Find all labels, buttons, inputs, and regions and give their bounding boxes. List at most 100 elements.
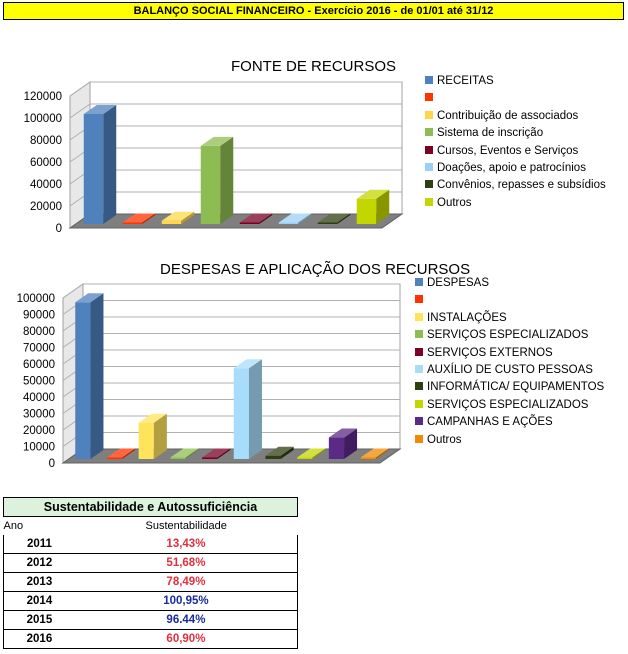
y-tick-label: 60000	[30, 157, 62, 169]
legend-label: SERVIÇOS ESPECIALIZADOS	[427, 329, 589, 342]
bar	[83, 105, 117, 224]
legend-item: SERVIÇOS EXTERNOS	[415, 346, 553, 360]
y-tick-label: 40000	[23, 392, 55, 404]
legend-swatch	[425, 110, 433, 119]
legend-swatch	[415, 347, 423, 356]
sustainability-cell: 51,68%	[74, 553, 298, 573]
legend-swatch	[415, 278, 423, 286]
table-row: 2013 78,49%	[2, 572, 298, 592]
y-tick-label: 20000	[23, 425, 55, 437]
legend-item: Convênios, repasses e subsídios	[425, 178, 606, 192]
legend-item: INFORMÁTICA/ EQUIPAMENTOS	[415, 380, 604, 394]
bar	[170, 448, 199, 459]
bar	[278, 213, 312, 224]
legend-swatch	[415, 382, 423, 391]
bar	[356, 189, 390, 224]
y-tick-label: 0	[56, 223, 62, 235]
legend-label: CAMPANHAS E AÇÕES	[427, 416, 553, 429]
bar	[239, 213, 273, 224]
legend-swatch	[425, 163, 433, 171]
legend-label: Outros	[427, 433, 462, 446]
legend-item: SERVIÇOS ESPECIALIZADOS	[415, 328, 588, 342]
sustainability-cell: 60,90%	[74, 629, 298, 649]
table-row: 2014 100,95%	[2, 591, 298, 611]
y-tick-label: 90000	[23, 310, 55, 322]
bar	[161, 211, 195, 224]
legend-label: Outros	[437, 196, 472, 209]
bar	[265, 446, 294, 459]
legend-label: Convênios, repasses e subsídios	[437, 179, 606, 192]
legend-swatch	[415, 434, 423, 443]
y-tick-label: 0	[49, 458, 55, 470]
legend-swatch	[425, 197, 433, 206]
legend-label: SERVIÇOS ESPECIALIZADOS	[427, 398, 589, 411]
legend-swatch	[425, 145, 433, 154]
legend-label: DESPESAS	[427, 277, 489, 289]
legend-swatch	[415, 417, 423, 426]
legend-label: INSTALAÇÕES	[427, 311, 507, 324]
y-tick-label: 100000	[24, 113, 62, 125]
y-tick-label: 10000	[23, 442, 55, 454]
legend-label: RECEITAS	[437, 75, 494, 87]
legend-item: Doações, apoio e patrocínios	[425, 161, 586, 175]
sustainability-cell: 78,49%	[74, 572, 298, 592]
legend-label: Contribuição de associados	[437, 109, 579, 122]
legend-item: SERVIÇOS ESPECIALIZADOS	[415, 398, 588, 412]
y-tick-label: 80000	[23, 326, 55, 338]
legend-swatch	[415, 330, 423, 339]
chart1-title: FONTE DE RECURSOS	[231, 58, 397, 75]
bar	[200, 136, 234, 224]
legend-swatch	[415, 399, 423, 408]
chart2-title: DESPESAS E APLICAÇÃO DOS RECURSOS	[160, 261, 471, 278]
col-header-year: Ano	[3, 520, 24, 532]
legend-item: Outros	[425, 196, 472, 210]
y-tick-label: 50000	[23, 376, 55, 388]
bar	[233, 359, 262, 459]
col-header-sustainability: Sustentabilidade	[145, 520, 227, 532]
despesas-chart: 0 10000 20000 30000 40000 50000 60000 70000 8000…	[17, 283, 402, 470]
bar	[297, 448, 326, 459]
year-cell: 2011	[2, 535, 75, 554]
legend-item: Outros	[415, 433, 462, 447]
sustainability-cell: 100,95%	[74, 591, 298, 611]
y-tick-label: 20000	[30, 201, 62, 213]
legend-item: Sistema de inscrição	[425, 126, 543, 140]
y-tick-label: 100000	[17, 293, 55, 305]
legend-swatch	[425, 180, 433, 189]
table-row: 2011 13,43%	[2, 535, 298, 554]
bar	[360, 448, 389, 459]
bar	[106, 448, 136, 459]
year-cell: 2012	[2, 553, 75, 573]
sustainability-cell: 96.44%	[74, 610, 298, 630]
table-row: 2012 51,68%	[2, 553, 298, 573]
bar	[75, 293, 104, 459]
legend-item	[415, 293, 427, 307]
sustainability-cell: 13,43%	[74, 535, 298, 554]
legend-label: AUXÍLIO DE CUSTO PESSOAS	[427, 364, 593, 376]
legend-swatch	[425, 128, 433, 137]
legend-item: Cursos, Eventos e Serviços	[425, 144, 578, 158]
legend-item: INSTALAÇÕES	[415, 311, 507, 325]
legend-item: AUXÍLIO DE CUSTO PESSOAS	[415, 363, 593, 377]
legend-item	[425, 91, 437, 105]
y-tick-label: 30000	[23, 409, 55, 421]
legend-item: RECEITAS	[425, 74, 494, 88]
bar	[138, 413, 167, 459]
bar	[122, 213, 156, 224]
bar	[202, 448, 231, 459]
y-tick-label: 120000	[24, 91, 62, 103]
sustainability-table: Sustentabilidade e Autossuficiência Ano …	[2, 497, 298, 649]
bar	[317, 213, 351, 224]
year-cell: 2015	[2, 610, 75, 630]
y-tick-label: 80000	[30, 135, 62, 147]
bar	[328, 428, 358, 459]
year-cell: 2016	[2, 629, 75, 649]
y-tick-label: 60000	[23, 359, 55, 371]
legend-item: CAMPANHAS E AÇÕES	[415, 415, 553, 429]
legend-swatch	[415, 365, 423, 373]
legend-swatch	[425, 76, 433, 84]
y-tick-label: 40000	[30, 179, 62, 191]
legend-label: Doações, apoio e patrocínios	[437, 162, 586, 174]
legend-item: DESPESAS	[415, 276, 489, 290]
table-row: 2015 96.44%	[2, 610, 298, 630]
